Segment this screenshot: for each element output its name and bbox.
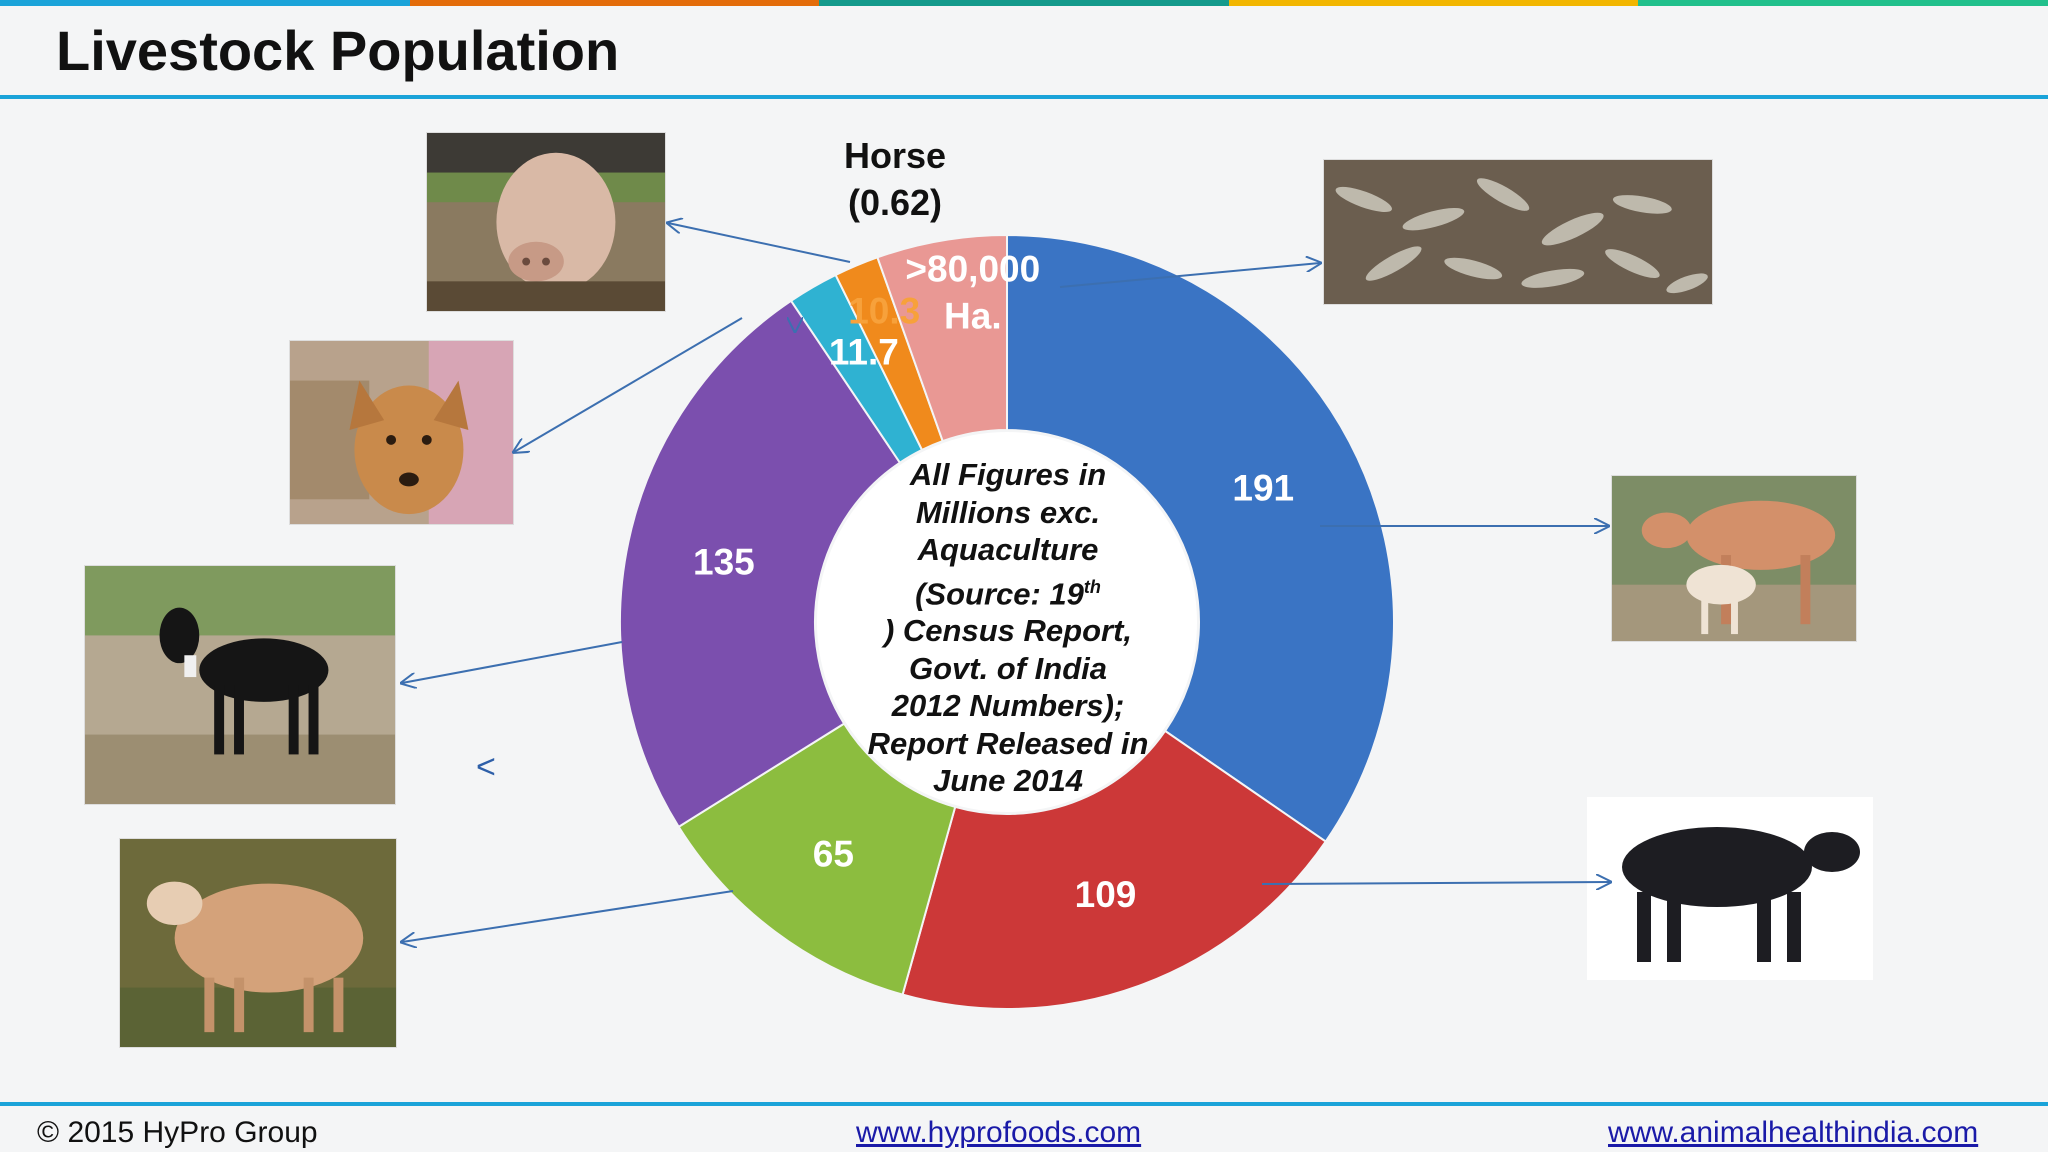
center-note-line: Govt. of India	[908, 650, 1108, 686]
dog-connector	[514, 317, 743, 452]
donut-slice-4	[619, 299, 902, 829]
horse-label-value: (0.62)	[847, 182, 943, 223]
center-note-line: June 2014	[933, 763, 1083, 799]
fish-connector	[1059, 263, 1320, 288]
goat-photo	[84, 565, 396, 805]
top-color-strip	[0, 0, 2048, 6]
pig-photo	[426, 132, 666, 312]
slice-label: 11.7	[829, 332, 899, 373]
hyprofoods-link[interactable]: www.hyprofoods.com	[856, 1116, 1142, 1149]
donut-slice-7	[876, 233, 1008, 443]
sheep-photo	[119, 838, 397, 1048]
footer-divider	[0, 1102, 2048, 1106]
title-divider	[0, 95, 2048, 99]
sheep-connector	[402, 890, 734, 942]
buffalo-connector	[1261, 882, 1610, 884]
slice-label: 10.3	[848, 290, 920, 331]
center-note-superscript: th	[1083, 576, 1101, 597]
center-note-line: ) Census Report,	[883, 613, 1133, 649]
center-note-source: (Source: 19	[915, 575, 1084, 611]
slice-label: >80,000 Ha.	[905, 249, 1040, 337]
pig-connector	[668, 223, 851, 263]
center-note-line: All Figures in	[909, 457, 1107, 492]
center-note-line: Report Released in	[867, 725, 1149, 761]
buffalo-photo	[1587, 797, 1873, 980]
dog-photo	[289, 340, 514, 525]
donut-slice-2	[901, 729, 1328, 1010]
center-note-line: (Source: 19th	[818, 569, 1198, 613]
fish-photo	[1323, 159, 1713, 305]
center-note-line: 2012 Numbers);	[891, 688, 1125, 724]
slice-label: 109	[1075, 874, 1137, 915]
animalhealthindia-link[interactable]: www.animalhealthindia.com	[1608, 1116, 1979, 1149]
donut-slice-3	[677, 722, 957, 996]
strip-segment-3	[819, 0, 1229, 6]
slice-label: 191	[1232, 467, 1294, 508]
goat-connector	[402, 641, 623, 683]
donut-center-note: All Figures in Millions exc. Aquaculture…	[818, 456, 1198, 800]
horse-outside-label: Horse (0.62)	[770, 132, 1020, 226]
slice-label: 135	[693, 541, 755, 582]
strip-segment-5	[1638, 0, 2048, 6]
page-title: Livestock Population	[56, 19, 620, 82]
strip-segment-1	[0, 0, 410, 6]
strip-segment-4	[1228, 0, 1639, 6]
slice-label: 65	[813, 834, 854, 875]
cow-photo	[1611, 475, 1857, 642]
center-note-line: Millions exc.	[915, 494, 1101, 530]
horse-label-title: Horse	[843, 135, 947, 176]
stray-arrow-mark: <	[476, 748, 496, 786]
copyright-text: © 2015 HyPro Group	[37, 1116, 318, 1149]
donut-slice-1	[1006, 233, 1395, 843]
donut-hole	[817, 432, 1197, 812]
center-note-line: Aquaculture	[917, 532, 1099, 567]
strip-segment-2	[409, 0, 820, 6]
